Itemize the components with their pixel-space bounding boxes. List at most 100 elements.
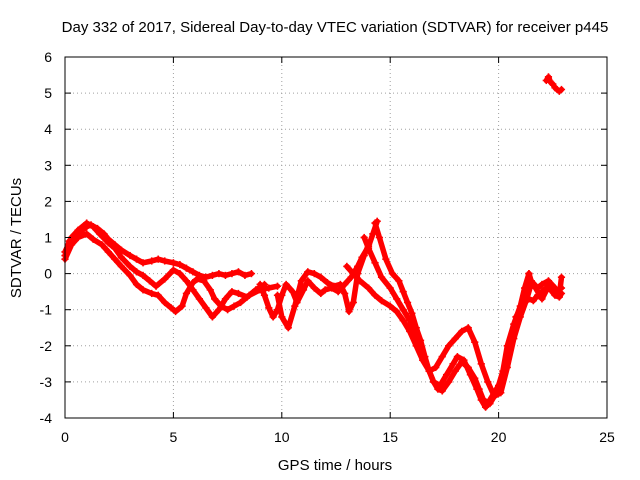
series-track-3-point-22 [215,306,223,314]
series-track-8-point-13 [432,363,440,372]
y-tick-label: 4 [44,121,52,137]
x-tick-label: 5 [170,429,178,445]
series-track-1-point-27 [234,268,243,276]
series-track-2-point-23 [210,295,219,303]
series-track-4-point-15 [334,288,342,296]
series-track-7-point-5 [393,295,401,303]
series-track-6-point-5 [399,288,407,296]
series-track-4-point-7 [289,288,297,296]
series-track-2-point-17 [178,302,186,310]
x-tick-label: 20 [491,429,507,445]
y-tick-label: 2 [44,193,52,209]
series-track-8-point-20 [477,360,485,368]
series-track-8-point-18 [464,324,472,332]
series-track-8-point-23 [497,389,505,397]
series-track-4-point-10 [304,277,312,285]
series-track-7-point-11 [429,378,438,386]
series-track-7-point-2 [371,259,379,267]
series-track-8-point-11 [419,356,427,364]
series-track-2-point-4 [89,235,97,243]
series-track-2-point-2 [74,233,82,242]
series-track-7-point-17 [466,371,475,379]
series-track-5-point-13 [349,298,357,307]
series-track-2-point-5 [98,241,106,249]
series-track-2-point-8 [117,262,125,270]
series-track-8-point-19 [471,338,479,346]
series-track-3-point-5 [96,230,104,238]
series-track-6-point-2 [382,255,390,263]
y-tick-label: 5 [44,85,52,101]
series-track-8-point-24 [503,363,511,372]
series-track-8-point-2 [356,277,364,285]
series-track-7-point-19 [477,396,485,404]
series-track-2-point-21 [200,277,208,285]
series-track-3-point-26 [243,293,251,301]
series-track-3-point-16 [176,270,184,278]
series-track-2-point-9 [126,271,134,280]
axes: 0 5 10 15 20 25 -4 -3 -2 -1 0 1 2 3 4 5 6 [40,49,615,445]
series-track-4-point-3 [269,313,277,321]
series-track-8-point-7 [393,307,401,316]
series-track-4-point-2 [265,304,273,312]
series-track-4-point-6 [282,280,290,289]
series-track-2-point-22 [206,286,214,294]
series-track-3-point-20 [202,304,210,312]
series-track-7-point-15 [453,353,462,361]
series-track-2-point-13 [154,291,162,299]
series-track-11-point-7 [557,273,566,281]
series-track-3-point-25 [234,289,243,298]
series-track-1-point-12 [132,255,141,263]
series-track-3-point-12 [145,277,154,285]
series-cluster-point-1 [544,73,553,81]
series-track-3-point-23 [221,295,230,303]
series-track-1-point-15 [154,255,162,263]
series-track-1-point-28 [241,271,249,280]
x-axis-label: GPS time / hours [278,457,392,474]
series-track-5-point-7 [317,273,325,281]
series-track-3-point-11 [139,271,147,280]
series-track-3-point-17 [182,277,191,285]
series-track-1-point-14 [148,257,156,265]
series-track-7-point-3 [377,273,386,281]
series-track-1-point-17 [169,259,177,267]
y-tick-label: -3 [40,374,53,390]
series-track-7-point-6 [399,306,407,314]
series-track-3-point-19 [195,295,204,303]
series-track-11-point-1 [527,277,535,285]
series-track-2-point-11 [139,286,147,294]
series-track-2-point-18 [182,289,191,298]
series-track-3-point-10 [132,268,141,276]
series-track-9-point-2 [521,298,529,307]
series-cluster-point-0 [542,76,550,85]
series-track-3-point-21 [208,313,217,321]
y-tick-label: -2 [40,338,53,354]
series-track-2-point-27 [237,298,245,307]
series-track-8-point-16 [451,334,459,343]
series-track-2-point-10 [132,280,141,289]
series-track-8-point-25 [510,334,518,343]
series-track-3-point-3 [83,219,91,227]
series-track-4-point-13 [321,286,329,294]
series-track-8-point-21 [484,378,492,386]
series-track-2-point-15 [167,304,175,312]
series-track-2-point-16 [171,307,180,316]
series-track-7-point-1 [364,244,373,252]
series-track-8-point-15 [445,342,453,350]
series-track-7-point-13 [442,371,451,379]
series-track-2-point-7 [111,255,119,263]
chart-title: Day 332 of 2017, Sidereal Day-to-day VTE… [62,19,609,36]
series-track-3-point-14 [161,275,169,283]
series-track-8-point-10 [412,342,420,350]
series-track-8-point-5 [377,297,386,305]
series-track-9-point-3 [525,295,533,303]
series-track-6-point-7 [408,309,416,317]
series-track-7-point-18 [473,385,481,393]
series-track-3-point-8 [117,253,125,261]
series-track-2-point-6 [104,248,112,256]
series-track-5-point-0 [273,291,282,299]
series-track-1-point-26 [228,270,236,278]
y-tick-label: 1 [44,230,52,246]
series-track-8-point-22 [490,392,498,400]
series-track-1-point-29 [247,270,256,278]
